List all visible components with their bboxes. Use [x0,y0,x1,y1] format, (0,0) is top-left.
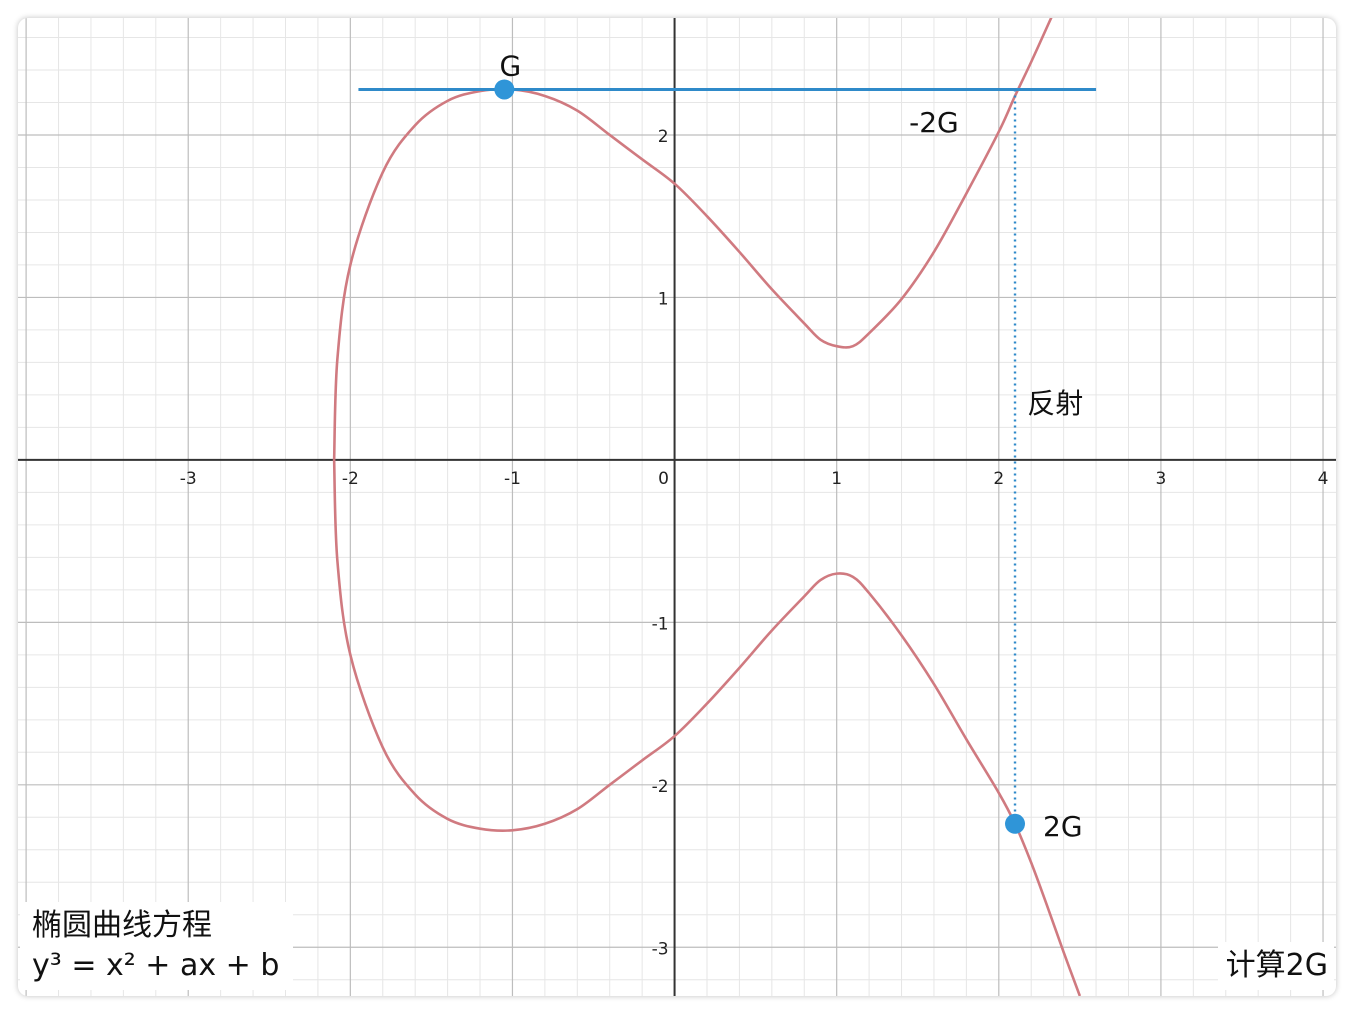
tick-labels: -3 -2 -1 0 1 2 3 4 2 1 -1 -2 -3 [180,127,1329,959]
elliptic-curve-plot: -3 -2 -1 0 1 2 3 4 2 1 -1 -2 -3 G 2G -2G 反射 [18,18,1336,996]
annotation-labels: G 2G -2G 反射 [499,49,1083,842]
x-tick-label: 2 [993,469,1004,489]
x-tick-label: 1 [831,469,842,489]
curve-group [332,18,1082,996]
x-tick-label: -2 [342,469,359,489]
construction-lines [358,87,1097,824]
minor-grid [18,18,1336,996]
equation-caption: 椭圆曲线方程 y³ = x² + ax + b [20,902,294,990]
x-tick-label: 0 [658,469,669,489]
axes [18,18,1336,996]
point-g [494,79,515,100]
point-2g [1005,813,1026,834]
curve-lower-branch [332,459,1082,996]
x-tick-label: 3 [1156,469,1167,489]
caption-title: 椭圆曲线方程 [32,908,212,943]
x-tick-label: -1 [504,469,521,489]
caption-equation: y³ = x² + ax + b [32,948,280,983]
reflection-label: 反射 [1027,387,1083,420]
point-label-2g: 2G [1043,810,1083,843]
x-tick-label: -3 [180,469,197,489]
corner-caption: 计算2G [1217,942,1334,990]
graph-frame: -3 -2 -1 0 1 2 3 4 2 1 -1 -2 -3 G 2G -2G 反射 椭圆曲线方程 y³ =… [18,18,1336,996]
point-label-g: G [499,49,521,82]
x-tick-label: 4 [1318,469,1329,489]
curve-upper-branch [332,18,1053,460]
points-group [494,79,1026,834]
y-tick-label: 1 [658,289,669,309]
y-tick-label: -1 [652,614,669,634]
y-tick-label: 2 [658,127,669,147]
y-tick-label: -2 [652,777,669,797]
y-tick-label: -3 [652,939,669,959]
neg-2g-label: -2G [909,106,959,139]
